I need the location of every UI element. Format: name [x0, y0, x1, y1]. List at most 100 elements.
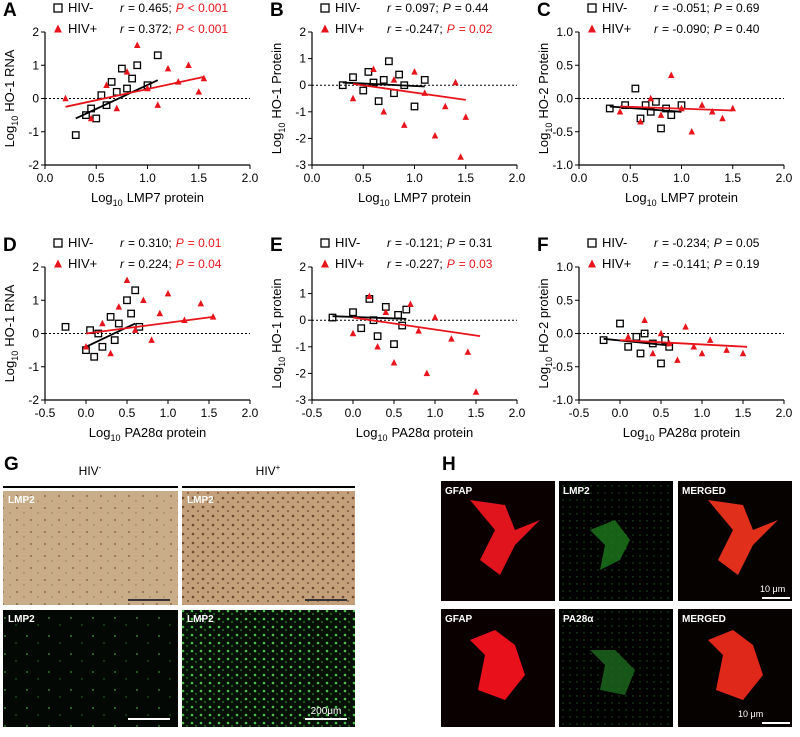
point — [123, 84, 131, 93]
stat-value: = 0.19 — [726, 257, 760, 271]
panel-letter: E — [270, 235, 283, 256]
stat-value: = -0.121; — [395, 236, 443, 250]
y-tick-label: 0.5 — [556, 293, 573, 307]
legend-label: HIV- — [68, 235, 93, 250]
y-axis-label: Log10 HO-1 RNA — [2, 284, 20, 382]
point — [328, 313, 337, 322]
point — [647, 94, 654, 102]
point — [688, 128, 695, 135]
header-sup: + — [276, 463, 281, 472]
stat-symbol: P — [443, 1, 451, 15]
panel-h: H GFAP LMP2 MERGED GFAP PA28α MERGED 10 … — [441, 454, 792, 727]
x-tick-label: 0.5 — [386, 406, 403, 420]
point — [382, 308, 390, 315]
x-tick-label: 0.0 — [612, 406, 629, 420]
point — [94, 329, 103, 338]
point — [115, 303, 123, 310]
label-part: HO-1 Protein — [269, 43, 284, 119]
y-tick-label: 0.0 — [556, 327, 573, 341]
point — [106, 312, 115, 321]
stat-value: = 0.04 — [188, 257, 222, 271]
x-tick-label: 1.5 — [468, 406, 485, 420]
stat-symbol: r — [387, 22, 392, 36]
stat-value: = -0.234; — [662, 236, 710, 250]
fit-line — [352, 82, 466, 101]
stat-symbol: r — [387, 236, 392, 250]
legend-label: HIV+ — [602, 21, 631, 36]
point — [431, 313, 439, 321]
x-tick-label: 1.0 — [139, 171, 156, 185]
point — [349, 94, 357, 102]
y-tick-label: 2 — [32, 25, 39, 39]
y-tick-label: -2 — [295, 131, 306, 145]
point — [357, 324, 366, 333]
legend-label: HIV+ — [602, 256, 631, 271]
point — [53, 238, 63, 248]
point — [114, 319, 123, 328]
fit-line — [352, 316, 481, 338]
point — [197, 299, 205, 307]
point — [668, 71, 675, 78]
scale-label: 200μm — [311, 706, 342, 717]
stat-text: r = 0.097; P = 0.44 — [387, 1, 489, 15]
x-axis-label: Log10 LMP7 protein — [91, 190, 204, 208]
stat-value: = -0.247; — [395, 22, 443, 36]
stat-symbol: P — [176, 22, 184, 36]
label-sub: 10 — [377, 433, 387, 443]
point — [395, 70, 404, 79]
fit-line — [603, 337, 670, 347]
point — [402, 305, 411, 314]
stat-value: = 0.310; — [128, 236, 172, 250]
y-tick-label: 0 — [299, 78, 306, 92]
x-tick-label: 1.0 — [694, 406, 711, 420]
point — [164, 289, 172, 297]
point — [107, 349, 114, 357]
y-tick-label: 2 — [299, 25, 306, 39]
tile-label: GFAP — [445, 486, 473, 497]
x-tick-label: 0.5 — [622, 171, 639, 185]
y-axis-label: Log10 HO-1 Protein — [269, 43, 287, 155]
point — [667, 111, 676, 120]
scale-label: 10 μm — [738, 709, 763, 719]
fit-line — [332, 315, 407, 320]
legend-label: HIV+ — [68, 21, 97, 36]
point — [390, 340, 398, 349]
label-part: Log — [358, 190, 380, 205]
point — [390, 359, 398, 366]
point — [379, 75, 388, 84]
label-part: HO-2 Protein — [536, 43, 551, 119]
label-part: Log — [91, 190, 113, 205]
point — [698, 349, 706, 357]
stat-symbol: P — [176, 236, 184, 250]
x-tick-label: 0.5 — [119, 406, 136, 420]
stat-symbol: r — [387, 257, 392, 271]
label-part: Log — [269, 133, 284, 155]
x-tick-label: 0.0 — [304, 171, 321, 185]
x-tick-label: 0.0 — [78, 406, 95, 420]
x-tick-label: 1.5 — [457, 171, 474, 185]
stat-symbol: P — [176, 1, 184, 15]
stat-symbol: P — [447, 236, 455, 250]
scatter-chart: F-1.0-0.50.00.51.0-0.5 0.0 0.5 1.0 1.5 2.0Log… — [536, 235, 793, 443]
y-axis-label: Log10 HO-2 Protein — [536, 43, 554, 155]
label-sub: 10 — [277, 123, 287, 133]
point — [61, 322, 70, 331]
point — [739, 349, 747, 357]
y-tick-label: -1 — [28, 125, 39, 139]
point — [723, 346, 730, 353]
x-tick-label: -0.5 — [302, 406, 323, 420]
x-tick-label: 0.0 — [571, 171, 588, 185]
stat-symbol: P — [714, 236, 722, 250]
point — [616, 319, 624, 328]
point — [209, 313, 217, 320]
panel-letter: D — [3, 235, 17, 256]
panel-letter: C — [537, 0, 551, 21]
stat-text: r = -0.227; P = 0.03 — [387, 257, 493, 271]
x-tick-label: 1.0 — [673, 171, 690, 185]
stat-text: r = -0.121; P = 0.31 — [387, 236, 493, 250]
y-tick-label: 0 — [32, 327, 39, 341]
tile-label: MERGED — [682, 486, 726, 497]
stat-text: r = 0.224; P = 0.04 — [120, 257, 222, 271]
x-tick-label: 2.0 — [776, 406, 793, 420]
